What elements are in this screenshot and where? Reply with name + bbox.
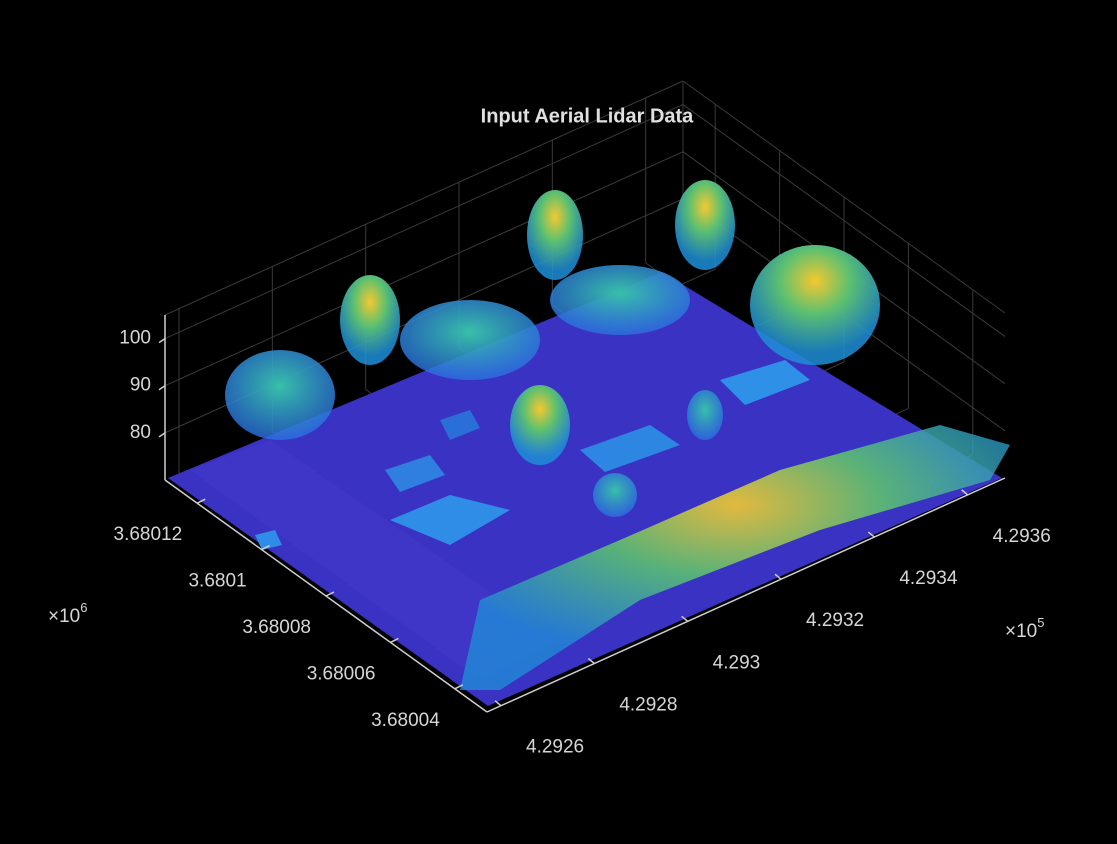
x-tick-label: 4.2934 [899, 568, 958, 589]
x-exponent-base: ×10 [1005, 621, 1037, 642]
x-exponent-power: 5 [1037, 615, 1044, 630]
page: {"chart_data": {"type": "scatter3d", "ti… [0, 0, 1117, 844]
tree [225, 350, 335, 440]
tree [750, 245, 880, 365]
y-exponent-base: ×10 [48, 606, 80, 627]
tree [510, 385, 570, 465]
y-tick-label: 3.68004 [371, 710, 440, 731]
z-tick-label: 90 [130, 375, 151, 396]
y-exponent-power: 6 [80, 600, 87, 615]
y-tick-label: 3.68012 [114, 524, 183, 545]
x-tick-label: 4.2936 [993, 526, 1051, 547]
y-tick-label: 3.68006 [307, 663, 376, 684]
x-tick-label: 4.2932 [806, 610, 864, 631]
tree [687, 390, 723, 440]
x-tick-label: 4.293 [713, 652, 761, 673]
x-tick-label: 4.2928 [619, 695, 677, 716]
tree [550, 265, 690, 335]
chart: 4.2926 4.2928 4.293 4.2932 4.2934 4.2936 3.680… [0, 0, 1117, 844]
tree [527, 190, 583, 280]
tree [400, 300, 540, 380]
z-tick-label: 100 [119, 328, 151, 349]
z-tick-label: 80 [130, 422, 151, 443]
tree [675, 180, 735, 270]
y-tick-label: 3.6801 [188, 571, 246, 592]
x-tick-label: 4.2926 [526, 737, 584, 758]
tree [593, 473, 637, 517]
tree [340, 275, 400, 365]
y-tick-label: 3.68008 [242, 617, 311, 638]
chart-title: Input Aerial Lidar Data [481, 105, 695, 127]
